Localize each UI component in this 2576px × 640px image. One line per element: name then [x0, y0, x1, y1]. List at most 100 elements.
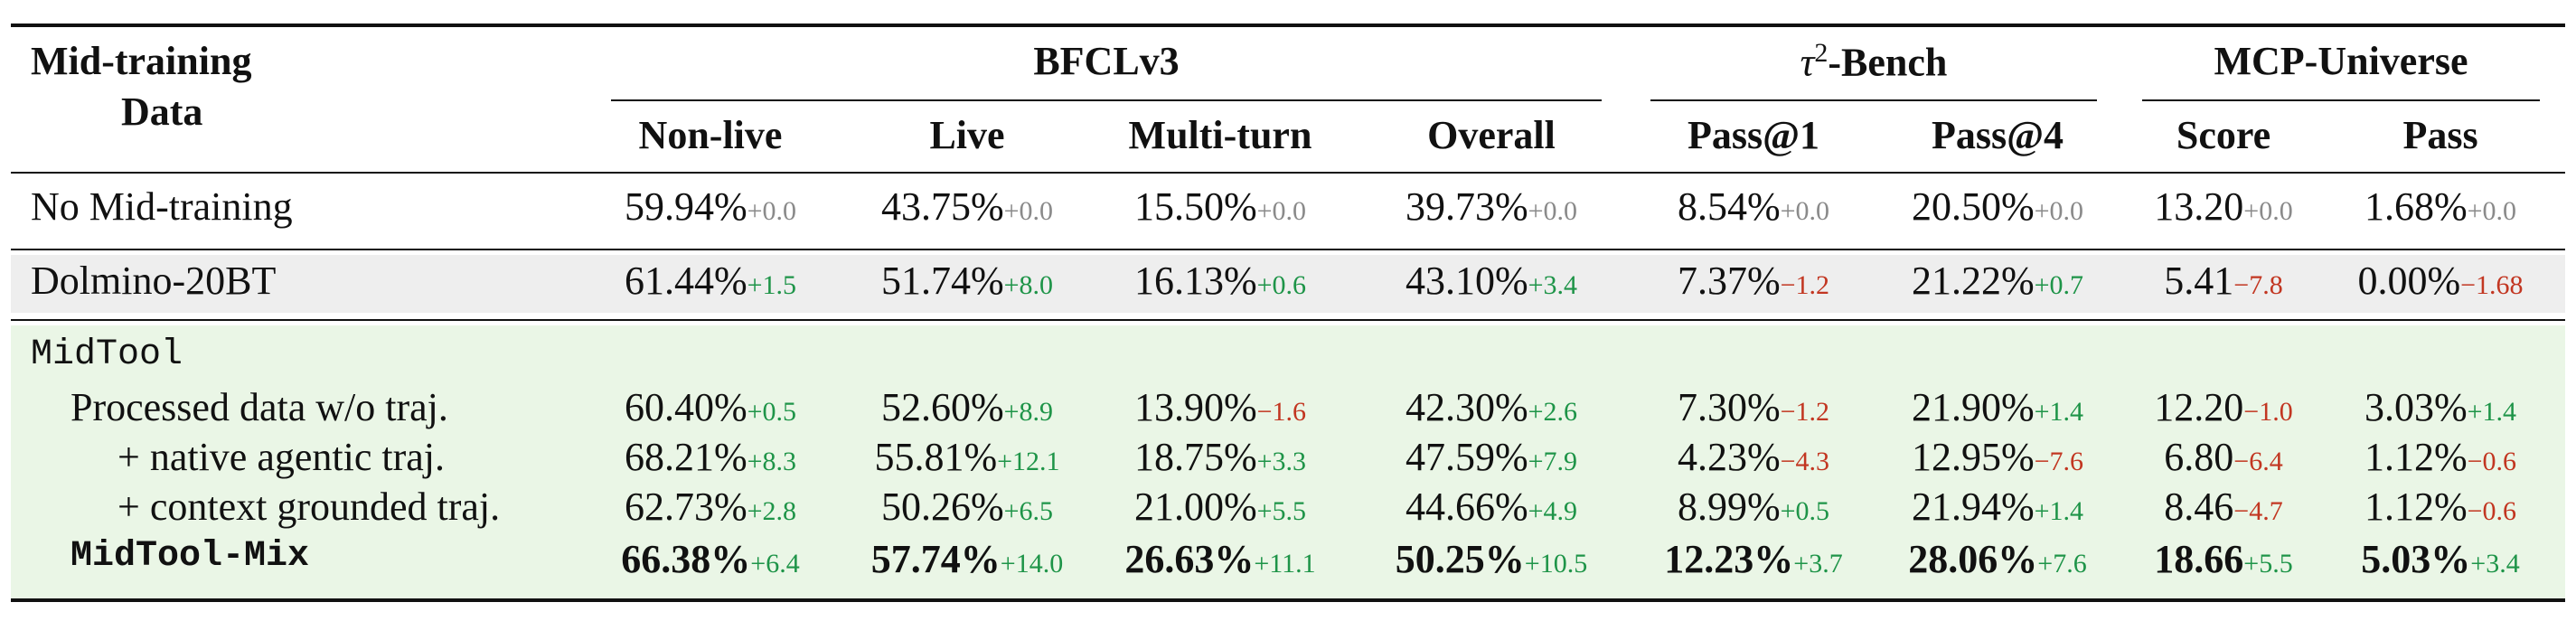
table-cell: 21.94%+1.4	[1862, 484, 2133, 530]
baseline-rule	[11, 249, 2565, 250]
cell-delta: +1.4	[2467, 397, 2517, 427]
bottom-rule	[11, 598, 2565, 602]
cell-value: 43.10%	[1405, 259, 1528, 303]
cell-delta: +5.5	[1256, 496, 1307, 526]
cell-value: 21.22%	[1911, 259, 2035, 303]
table-cell: 43.75%+0.0	[832, 184, 1103, 230]
tau-bench-label: -Bench	[1828, 40, 1948, 85]
table-cell: 52.60%+8.9	[832, 384, 1103, 430]
tau-superscript: 2	[1814, 38, 1829, 68]
cell-value: 12.23%	[1664, 537, 1794, 581]
table-cell: 39.73%+0.0	[1356, 184, 1627, 230]
cell-value: 8.54%	[1677, 184, 1781, 229]
cell-delta: +6.5	[1003, 496, 1054, 526]
cell-value: 52.60%	[880, 385, 1004, 429]
cell-value: 50.26%	[880, 485, 1004, 529]
cell-delta: +1.4	[2034, 397, 2084, 427]
cell-value: 61.44%	[624, 259, 747, 303]
cell-value: 0.00%	[2357, 259, 2461, 303]
bfcl-group-header: BFCLv3	[1033, 39, 1180, 83]
tau-bench-group-header: τ2-Bench	[1650, 38, 2097, 86]
cell-value: 59.94%	[624, 184, 747, 229]
cell-value: 44.66%	[1405, 485, 1528, 529]
cell-value: 62.73%	[624, 485, 747, 529]
cell-delta: −7.8	[2233, 270, 2283, 300]
cell-value: 60.40%	[624, 385, 747, 429]
cell-value: 5.03%	[2361, 537, 2471, 581]
cell-value: 50.25%	[1395, 537, 1525, 581]
cell-value: 8.99%	[1677, 485, 1781, 529]
cell-value: 68.21%	[624, 435, 747, 479]
cell-delta: +0.0	[1780, 196, 1830, 226]
table-cell: 1.12%−0.6	[2305, 434, 2576, 480]
dolmino-row-shading	[11, 255, 2565, 313]
table-cell: 8.46−4.7	[2088, 484, 2359, 530]
cell-delta: +8.9	[1003, 397, 1054, 427]
table-cell: 57.74%+14.0	[832, 536, 1103, 582]
cell-delta: +11.1	[1254, 549, 1316, 579]
cell-delta: −0.6	[2467, 496, 2517, 526]
table-cell: 42.30%+2.6	[1356, 384, 1627, 430]
mcp-universe-group-header: MCP-Universe	[2214, 39, 2468, 83]
table-cell: 15.50%+0.0	[1085, 184, 1356, 230]
cell-value: 1.68%	[2364, 184, 2468, 229]
cell-delta: +7.9	[1528, 447, 1578, 476]
cell-delta: +8.3	[747, 447, 797, 476]
row-label-midtool: MidTool	[31, 334, 183, 375]
cell-delta: +0.5	[747, 397, 797, 427]
col-header-live: Live	[929, 113, 1005, 157]
bfcl-underline	[611, 99, 1602, 101]
col-header-pass-at-4: Pass@4	[1931, 113, 2064, 157]
cell-delta: +14.0	[1000, 549, 1064, 579]
cell-value: 42.30%	[1405, 385, 1528, 429]
cell-value: 21.90%	[1911, 385, 2035, 429]
cell-delta: +0.6	[1256, 270, 1307, 300]
row-label-midtool-mix: MidTool-Mix	[71, 536, 310, 577]
table-cell: 62.73%+2.8	[575, 484, 846, 530]
table-cell: 16.13%+0.6	[1085, 258, 1356, 304]
row-label-no-midtraining: No Mid-training	[31, 184, 293, 229]
cell-delta: −1.68	[2460, 270, 2524, 300]
cell-delta: +0.5	[1780, 496, 1830, 526]
cell-delta: +3.3	[1256, 447, 1307, 476]
tau-bench-underline	[1650, 99, 2097, 101]
table-cell: 18.66+5.5	[2088, 536, 2359, 582]
cell-delta: −0.6	[2467, 447, 2517, 476]
table-cell: 21.90%+1.4	[1862, 384, 2133, 430]
cell-delta: +5.5	[2243, 549, 2293, 579]
cell-value: 55.81%	[874, 435, 998, 479]
midtool-group-shading	[11, 325, 2565, 598]
cell-delta: +12.1	[997, 447, 1060, 476]
cell-value: 1.12%	[2364, 435, 2468, 479]
cell-value: 4.23%	[1677, 435, 1781, 479]
cell-delta: +3.4	[2470, 549, 2520, 579]
table-cell: 12.23%+3.7	[1618, 536, 1889, 582]
cell-delta: +0.0	[2467, 196, 2517, 226]
row-label-header: Mid-training Data	[31, 36, 251, 137]
table-cell: 55.81%+12.1	[832, 434, 1103, 480]
cell-delta: +3.4	[1528, 270, 1578, 300]
row-label-header-line1: Mid-training	[31, 39, 252, 83]
cell-value: 3.03%	[2364, 385, 2468, 429]
cell-delta: +0.7	[2034, 270, 2084, 300]
row-label-processed: Processed data w/o traj.	[71, 385, 448, 429]
table-cell: 5.03%+3.4	[2305, 536, 2576, 582]
midtool-rule	[11, 319, 2565, 321]
col-header-multi-turn: Multi-turn	[1128, 113, 1312, 157]
table-cell: 50.25%+10.5	[1356, 536, 1627, 582]
row-label-dolmino: Dolmino-20BT	[31, 259, 277, 303]
cell-delta: −4.7	[2233, 496, 2283, 526]
cell-delta: +7.6	[2037, 549, 2087, 579]
cell-value: 8.46	[2164, 485, 2234, 529]
tau-symbol: τ	[1800, 40, 1815, 85]
table-cell: 12.95%−7.6	[1862, 434, 2133, 480]
cell-value: 18.75%	[1133, 435, 1257, 479]
table-cell: 26.63%+11.1	[1085, 536, 1356, 582]
cell-delta: +0.0	[1003, 196, 1054, 226]
table-cell: 12.20−1.0	[2088, 384, 2359, 430]
table-cell: 4.23%−4.3	[1618, 434, 1889, 480]
col-header-non-live: Non-live	[638, 113, 783, 157]
cell-delta: +2.8	[747, 496, 797, 526]
cell-value: 5.41	[2164, 259, 2234, 303]
cell-delta: +1.4	[2034, 496, 2084, 526]
